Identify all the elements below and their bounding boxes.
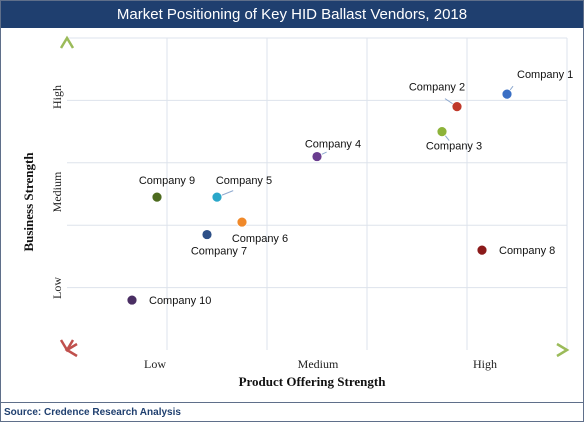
y-axis-arrowhead-top [59, 35, 75, 49]
x-axis-arrowhead-right [556, 342, 570, 358]
point-company-10 [126, 294, 138, 306]
data-points: Company 1 Company 2 Company 3 Company 4 Comp… [126, 69, 573, 307]
point-company-7 [201, 229, 213, 240]
point-company-4 [311, 151, 323, 162]
tick-labels: Low Medium High Low Medium High [50, 85, 497, 371]
point-company-2 [451, 101, 463, 113]
point-label-company-4: Company 4 [305, 139, 361, 151]
chart-title: Market Positioning of Key HID Ballast Ve… [1, 1, 583, 28]
y-tick-label: Medium [50, 171, 64, 212]
y-axis-arrowhead-bottom [59, 339, 75, 353]
point-company-8 [476, 244, 488, 256]
point-label-company-7: Company 7 [191, 246, 247, 258]
point-company-3 [436, 126, 448, 138]
source-note: Source: Credence Research Analysis [1, 402, 583, 421]
axes [59, 35, 570, 358]
y-tick-label: High [50, 85, 64, 109]
x-tick-label: Low [144, 357, 166, 371]
point-label-company-5: Company 5 [216, 175, 272, 187]
point-label-company-3: Company 3 [426, 141, 482, 153]
point-company-6 [236, 216, 248, 228]
point-label-company-1: Company 1 [517, 69, 573, 81]
x-tick-label: Medium [298, 357, 339, 371]
point-label-company-6: Company 6 [232, 233, 288, 245]
point-label-company-8: Company 8 [499, 245, 555, 257]
point-company-1 [501, 88, 513, 100]
point-label-company-9: Company 9 [139, 175, 195, 187]
point-company-5 [211, 191, 223, 203]
x-tick-label: High [473, 357, 497, 371]
y-tick-label: Low [50, 277, 64, 299]
x-axis-title: Product Offering Strength [239, 374, 387, 389]
grid-lines [67, 37, 568, 350]
point-label-company-2: Company 2 [409, 82, 465, 94]
point-company-9 [151, 191, 163, 203]
point-label-company-10: Company 10 [149, 295, 211, 307]
y-axis-title: Business Strength [21, 152, 36, 252]
